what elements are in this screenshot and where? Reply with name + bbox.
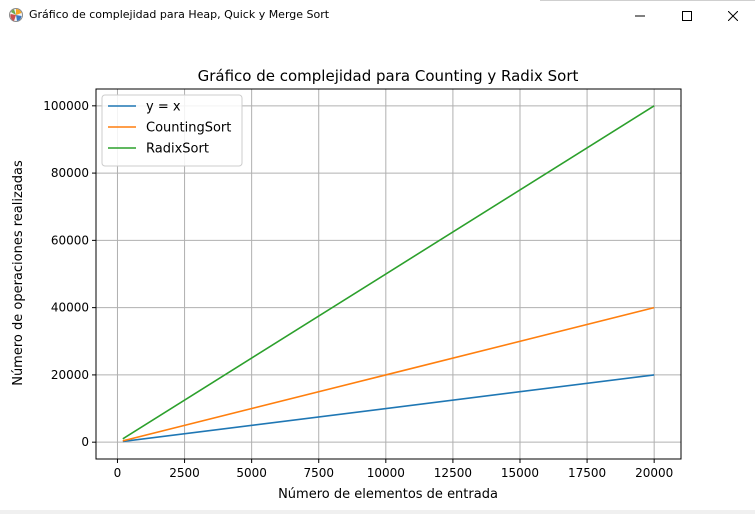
y-tick-label: 100000 <box>43 99 89 113</box>
y-tick-label: 60000 <box>51 233 89 247</box>
grid-lines <box>96 89 681 459</box>
x-tick-label: 17500 <box>568 466 606 480</box>
y-tick-label: 80000 <box>51 166 89 180</box>
legend-box <box>101 94 243 167</box>
series-line-2 <box>122 105 655 440</box>
x-tick-label: 20000 <box>635 466 673 480</box>
legend-label: RadixSort <box>146 142 209 157</box>
figure-canvas: Gráfico de complejidad para Counting y R… <box>11 67 682 502</box>
series-line-0 <box>122 374 655 443</box>
axes-frame <box>95 88 682 460</box>
chart-title: Gráfico de complejidad para Counting y R… <box>198 67 579 85</box>
matplotlib-figure-icon <box>9 8 23 22</box>
series-layer <box>122 105 655 443</box>
x-tick-label: 12500 <box>434 466 472 480</box>
maximize-icon <box>682 10 692 21</box>
titlebar-edge <box>540 0 755 1</box>
y-axis-label: Número de operaciones realizadas <box>11 160 26 386</box>
x-axis-label: Número de elementos de entrada <box>278 487 498 502</box>
close-button[interactable] <box>710 0 755 31</box>
window-title: Gráfico de complejidad para Heap, Quick … <box>29 8 330 21</box>
minimize-button[interactable] <box>617 0 663 31</box>
window-bottom-edge <box>0 510 755 514</box>
y-axis-ticks: 0 20000 40000 60000 80000 100000 <box>43 99 96 449</box>
x-tick-label: 7500 <box>303 466 334 480</box>
legend-label: y = x <box>146 100 181 115</box>
series-line-1 <box>122 306 655 442</box>
y-tick-label: 0 <box>81 435 89 449</box>
x-tick-label: 2500 <box>169 466 200 480</box>
legend-label: CountingSort <box>146 121 231 136</box>
legend: y = x CountingSort RadixSort <box>101 94 243 167</box>
x-axis-ticks: 0 2500 5000 7500 10000 12500 15000 17500 20000 <box>114 459 673 480</box>
window-titlebar: Gráfico de complejidad para Heap, Quick … <box>0 0 755 31</box>
y-tick-label: 40000 <box>51 301 89 315</box>
x-tick-label: 10000 <box>367 466 405 480</box>
y-tick-label: 20000 <box>51 368 89 382</box>
x-tick-label: 5000 <box>236 466 267 480</box>
close-icon <box>728 10 738 21</box>
minimize-icon <box>635 15 645 16</box>
x-tick-label: 15000 <box>501 466 539 480</box>
maximize-button[interactable] <box>664 0 710 31</box>
x-tick-label: 0 <box>114 466 122 480</box>
